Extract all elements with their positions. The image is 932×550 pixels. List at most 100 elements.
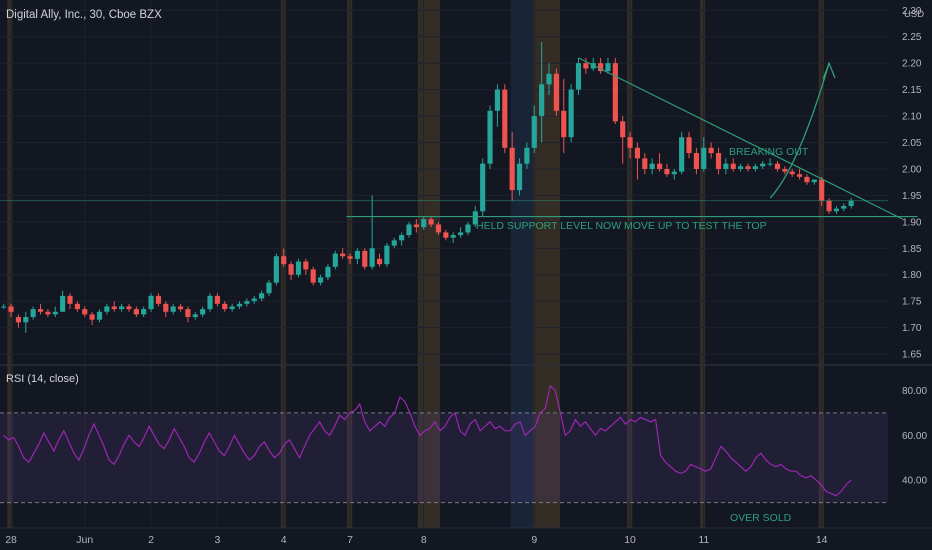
candle-body [141, 309, 147, 315]
drawing-annotations: HELD SUPPORT LEVEL NOW MOVE UP TO TEST T… [0, 57, 918, 524]
candle-body [723, 163, 729, 169]
candle-body [516, 163, 523, 191]
candle-body [789, 171, 795, 175]
candle-body [391, 240, 397, 246]
candle-body [642, 158, 648, 169]
candle-body [60, 295, 66, 312]
time-tick-label: 10 [624, 534, 636, 546]
candle-body [96, 311, 103, 320]
session-band [7, 0, 13, 528]
candle-body [539, 84, 545, 117]
breakout-arrow-head [822, 61, 836, 80]
candle-body [671, 171, 677, 175]
candle-body [89, 314, 95, 320]
candle-body [568, 89, 574, 138]
candle-body [811, 179, 817, 183]
candle-body [52, 311, 58, 315]
time-tick-label: Jun [76, 534, 93, 546]
axis-labels: 1.65 1.70 1.75 1.80 1.85 1.90 1.95 2.00 2.05 2.10… [5, 6, 927, 546]
candle-body [826, 200, 832, 212]
candle-body [406, 224, 412, 236]
candle-body [332, 253, 338, 267]
candle-body [82, 309, 88, 315]
time-tick-label: 14 [816, 534, 828, 546]
candle-body [126, 306, 132, 310]
candle-body [701, 147, 707, 169]
price-tick-label: 1.95 [902, 191, 922, 202]
candle-body [458, 232, 464, 236]
candle-body [170, 306, 176, 312]
candle-body [531, 116, 537, 148]
candle-body [767, 163, 773, 165]
candle-body [634, 147, 641, 159]
candle-body [15, 317, 22, 323]
candle-body [244, 301, 250, 304]
candle-body [819, 179, 825, 201]
candle-body [583, 63, 589, 69]
chart-title: Digital Ally, Inc., 30, Cboe BZX [6, 9, 162, 21]
rsi-band [0, 412, 888, 504]
candle-body [281, 256, 287, 265]
candle-body [664, 168, 670, 175]
candle-body [354, 250, 360, 259]
candle-body [259, 293, 265, 299]
candle-body [796, 174, 803, 177]
price-tick-label: 1.90 [902, 217, 922, 228]
candle-body [413, 224, 419, 228]
candle-body [450, 235, 456, 238]
time-tick-label: 3 [214, 534, 220, 546]
candle-body [214, 295, 220, 304]
candle-body [546, 73, 552, 85]
rsi-tick-label: 60.00 [902, 431, 927, 442]
candle-body [30, 309, 36, 318]
candle-body [627, 137, 633, 148]
candle-body [745, 166, 751, 169]
candle-body [207, 295, 213, 310]
candle-body [67, 295, 73, 304]
candle-body [185, 309, 191, 318]
candle-body [310, 269, 316, 283]
candle-body [325, 266, 331, 278]
candle-body [273, 256, 279, 283]
rsi-band-fill [0, 412, 888, 503]
candle-body [833, 208, 839, 212]
candle-body [553, 73, 559, 111]
breakout-label: BREAKING OUT [729, 146, 809, 158]
candle-body [561, 110, 567, 138]
rsi-tick-label: 80.00 [902, 386, 927, 397]
candle-body [472, 211, 478, 225]
breakout-arrow [769, 62, 830, 199]
candle-body [288, 264, 294, 275]
candle-body [362, 250, 368, 267]
rsi-line [3, 384, 852, 497]
time-tick-label: 28 [5, 534, 17, 546]
candle-body [524, 147, 530, 164]
price-tick-label: 1.65 [902, 350, 922, 361]
grid-lines [0, 0, 932, 529]
candle-body [266, 282, 272, 294]
candle-body [222, 303, 228, 310]
candle-body [421, 219, 427, 228]
candle-body [480, 163, 486, 212]
candle-body [177, 306, 184, 310]
candle-body [487, 110, 493, 164]
candle-body [649, 163, 655, 169]
candle-body [494, 89, 501, 111]
candle-body [251, 298, 257, 302]
rsi-title: RSI (14, close) [6, 373, 79, 385]
currency-label: USD [904, 9, 924, 20]
candle-body [347, 256, 353, 259]
price-tick-label: 2.10 [902, 112, 922, 123]
candle-body [443, 232, 449, 238]
oversold-label: OVER SOLD [730, 512, 792, 524]
candle-body [74, 303, 80, 310]
candle-body [369, 248, 375, 267]
candle-body [738, 166, 744, 169]
candle-body [848, 200, 854, 206]
candle-body [605, 63, 611, 72]
candle-body [620, 121, 626, 138]
candle-body [133, 309, 139, 315]
time-tick-label: 2 [148, 534, 154, 546]
